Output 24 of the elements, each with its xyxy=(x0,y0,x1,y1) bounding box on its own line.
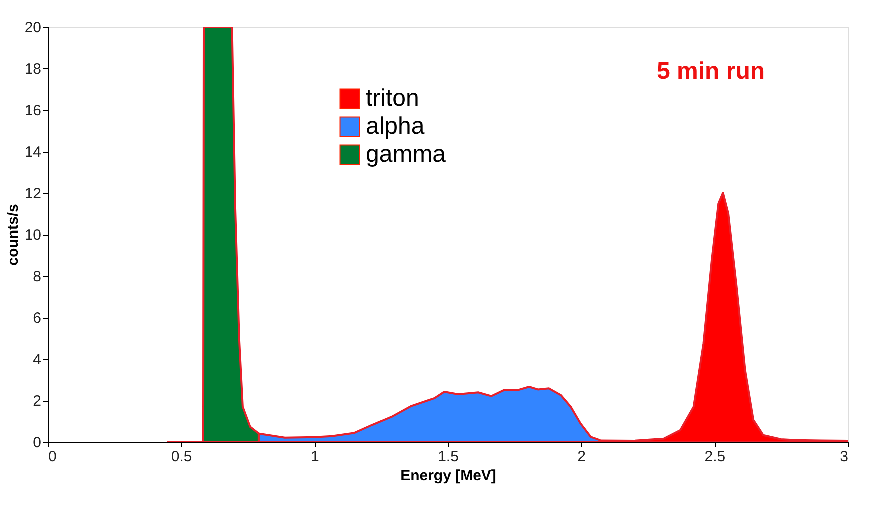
x-tick-label: 1.5 xyxy=(438,448,459,466)
legend-label: triton xyxy=(366,85,420,112)
x-axis-title: Energy [MeV] xyxy=(400,468,496,484)
y-tick-label: 0 xyxy=(33,434,42,452)
y-tick-label: 2 xyxy=(33,393,42,410)
y-tick-label: 8 xyxy=(33,268,42,286)
annotation: 5 min run xyxy=(656,58,766,85)
x-tick-label: 0 xyxy=(48,448,57,466)
x-tick-label: 1 xyxy=(310,448,320,466)
y-tick-label: 16 xyxy=(24,102,42,120)
y-tick-label: 12 xyxy=(24,186,42,202)
y-tick-label: 14 xyxy=(24,144,42,161)
legend-label: alpha xyxy=(366,113,426,140)
y-tick-label: 6 xyxy=(33,310,42,327)
y-tick-label: 20 xyxy=(24,20,42,36)
y-axis-title: counts/s xyxy=(4,204,22,266)
x-tick-label: 2 xyxy=(578,448,586,466)
x-tick-label: 0.5 xyxy=(171,448,192,466)
legend-label: gamma xyxy=(366,141,447,168)
y-tick-label: 10 xyxy=(24,227,42,244)
x-tick-label: 3 xyxy=(840,448,848,466)
y-tick-label: 4 xyxy=(33,352,42,368)
x-tick-label: 2.5 xyxy=(704,448,726,466)
y-tick-label: 18 xyxy=(24,61,42,78)
